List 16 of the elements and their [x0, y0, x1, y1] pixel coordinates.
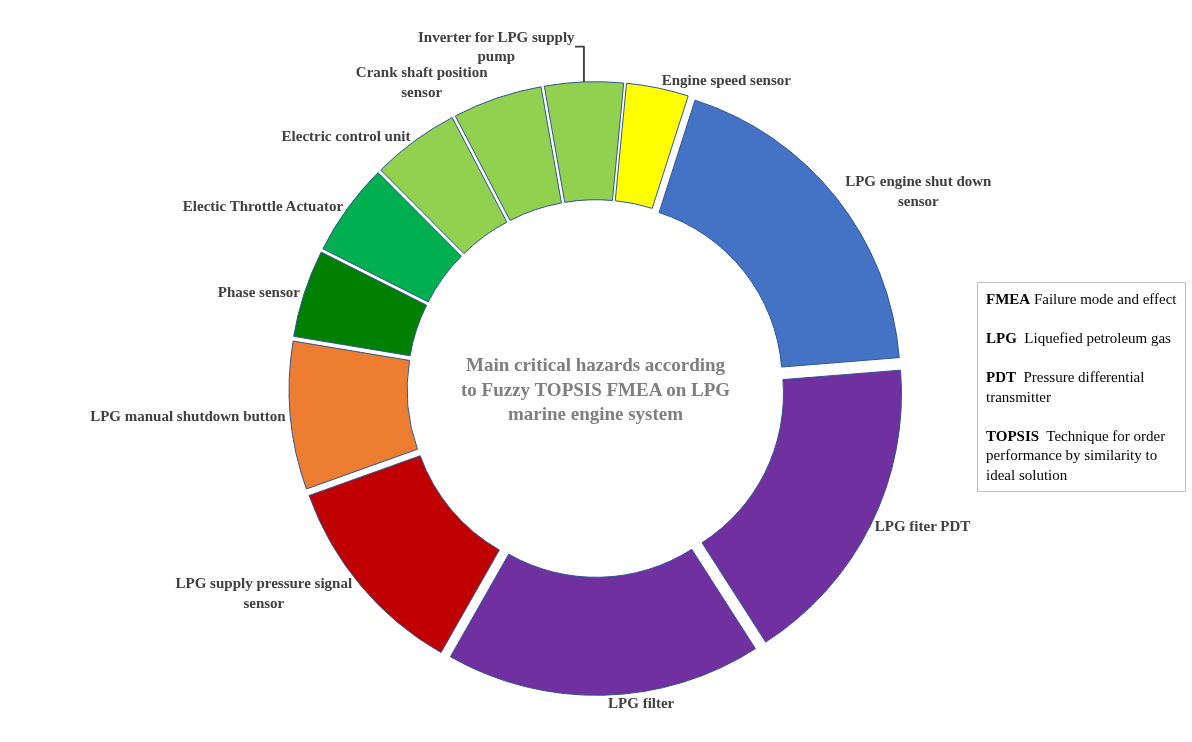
slice-label: LPG engine shut down sensor [845, 173, 993, 209]
text: LPG Liquefied petroleum gas [986, 330, 1172, 346]
slice-label: LPG manual shutdown button [90, 407, 287, 424]
slice-label: Electric control unit [281, 127, 411, 144]
slice-label: Phase sensor [217, 284, 301, 301]
text: FMEA Failure mode and effect [986, 291, 1178, 307]
slice-label: LPG fiter PDT [874, 518, 971, 535]
slice-label: LPG supply pressure signal sensor [175, 575, 353, 611]
slice-label: Electic Throttle Actuator [182, 197, 344, 214]
text: Main critical hazards according to Fuzzy TOPSIS FMEA on LPG marine engine system [461, 354, 731, 425]
slice-label: Crank shaft position sensor [355, 64, 489, 100]
slice-label: LPG filter [608, 695, 675, 712]
text: PDT Pressure differential transmitter [986, 369, 1145, 405]
text: TOPSIS Technique for order performance by similarity to ideal solution [986, 427, 1166, 483]
slice-label: Engine speed sensor [661, 72, 792, 89]
slice-label: Inverter for LPG supply pump [418, 28, 576, 65]
